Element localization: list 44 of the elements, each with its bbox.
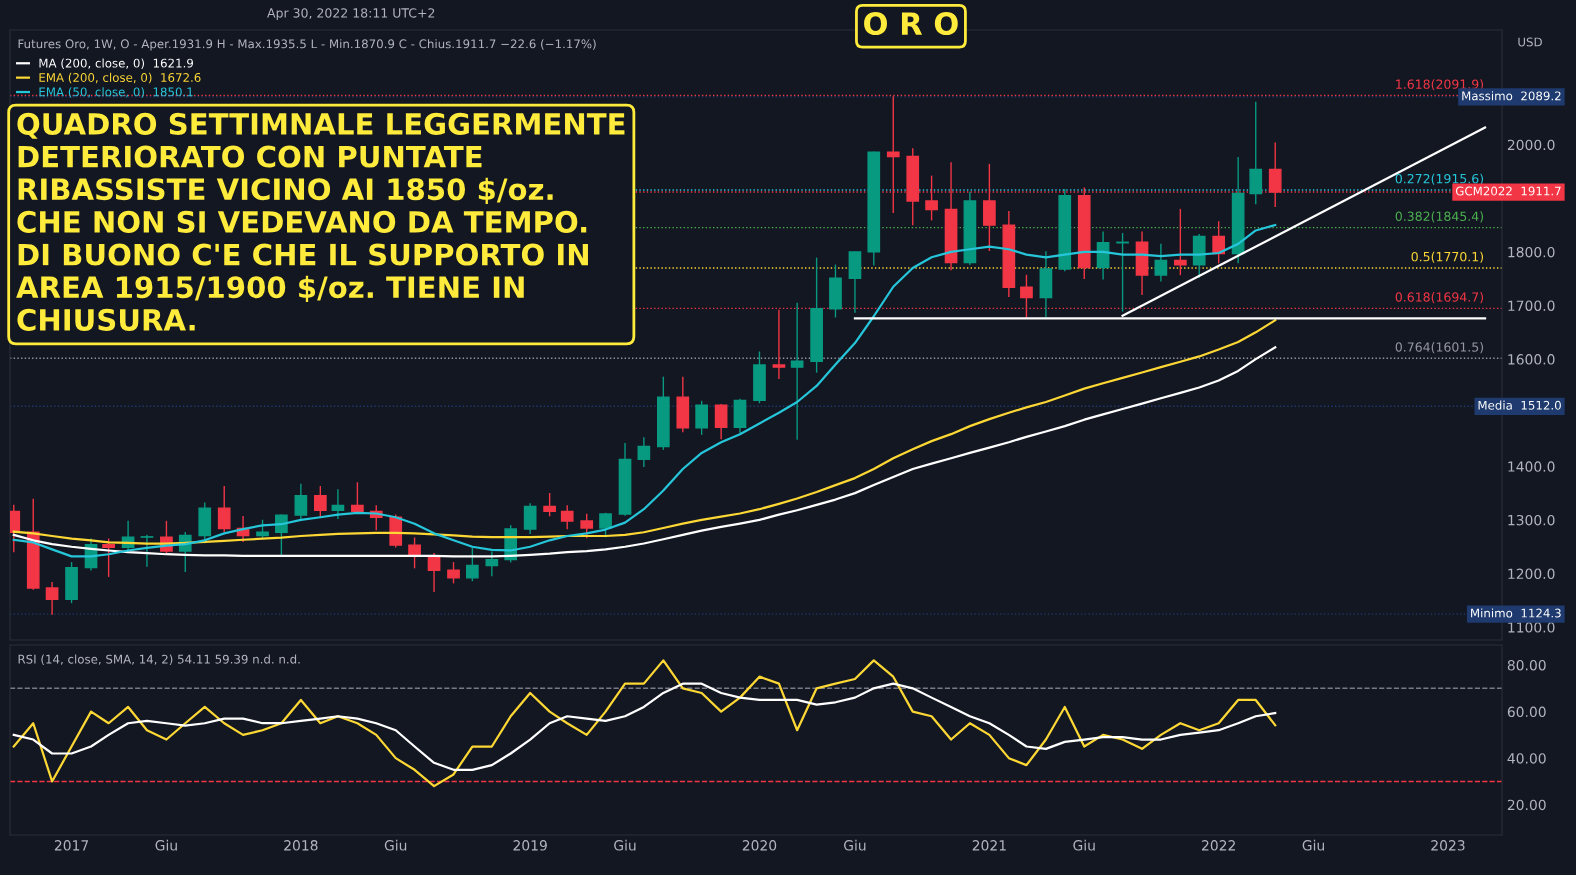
annotation: RSI (14, close, SMA, 14, 2) 54.11 59.39 n.d. n.d. <box>18 654 300 666</box>
text: Apr 30, 2022 18:11 UTC+2 <box>267 8 435 21</box>
annotation: QUADRO SETTIMNALE LEGGERMENTE DETERIORATO CON PUNTATE RIBASSISTE VICINO AI 1850 $/oz. CHE NON SI VEDEVANO DA TEMPO. DI BUONO C'E CHE IL SUPPORTO IN AREA 1915/1900 $/oz. TIENE IN CHIUSURA. <box>16 112 625 331</box>
x-tick-label: Giu <box>155 839 177 851</box>
y-tick-label: 1700.0 <box>1508 300 1555 311</box>
y-tick-label: 1600.0 <box>1508 354 1555 365</box>
legend-label: EMA (200, close, 0) 1672.6 <box>39 72 201 84</box>
x-tick-label: Giu <box>844 839 866 851</box>
x-tick-label: 2019 <box>513 840 547 851</box>
ref-line-label: Massimo 2089.2 <box>1462 91 1561 101</box>
x-tick-label: 2022 <box>1202 840 1235 851</box>
y-tick-label: 1100.0 <box>1508 622 1555 633</box>
y-tick-label: 1800.0 <box>1508 246 1555 258</box>
legend-label: EMA (50, close, 0) 1850.1 <box>39 87 193 98</box>
ref-line-label: 1.618(2091.9) <box>1396 79 1484 91</box>
ref-line-label: Minimo 1124.3 <box>1471 608 1561 618</box>
ref-line-label: 0.382(1845.4) <box>1395 211 1484 223</box>
x-tick-label: Giu <box>1073 839 1095 851</box>
annotation: Futures Oro, 1W, O - Aper.1931.9 H - Max.1935.5 L - Min.1870.9 C - Chius.1911.7 −22.6 (−1.17%) <box>18 39 596 51</box>
x-tick-label: 2021 <box>972 840 1006 851</box>
y-tick-label: 2000.0 <box>1507 139 1555 151</box>
x-tick-label: 2017 <box>54 840 89 851</box>
y-tick-label: 40.00 <box>1507 753 1546 764</box>
x-tick-label: 2018 <box>284 840 318 851</box>
y-tick-label: 1400.0 <box>1508 461 1555 472</box>
text: USD <box>1518 37 1542 47</box>
y-tick-label: 1200.0 <box>1508 568 1555 580</box>
ref-line-label: 0.764(1601.5) <box>1395 342 1484 354</box>
x-tick-label: Giu <box>384 839 407 851</box>
ref-line-label: 0.272(1915.6) <box>1395 173 1484 185</box>
x-tick-label: Giu <box>614 839 636 851</box>
x-tick-label: Giu <box>1302 839 1324 851</box>
ref-line-label: GCM2022 1911.7 <box>1455 186 1561 196</box>
y-tick-label: 20.00 <box>1507 799 1546 811</box>
ref-line-label: 0.5(1770.1) <box>1411 251 1484 263</box>
legend-label: MA (200, close, 0) 1621.9 <box>39 58 193 69</box>
x-tick-label: 2023 <box>1431 840 1465 851</box>
ref-line-label: Media 1512.0 <box>1478 400 1561 410</box>
chart-title: O R O <box>864 12 958 36</box>
y-tick-label: 1300.0 <box>1508 514 1555 526</box>
x-tick-label: 2020 <box>742 840 777 851</box>
ref-line-label: 0.618(1694.7) <box>1395 292 1484 304</box>
y-tick-label: 60.00 <box>1507 706 1546 718</box>
y-tick-label: 80.00 <box>1507 659 1546 671</box>
